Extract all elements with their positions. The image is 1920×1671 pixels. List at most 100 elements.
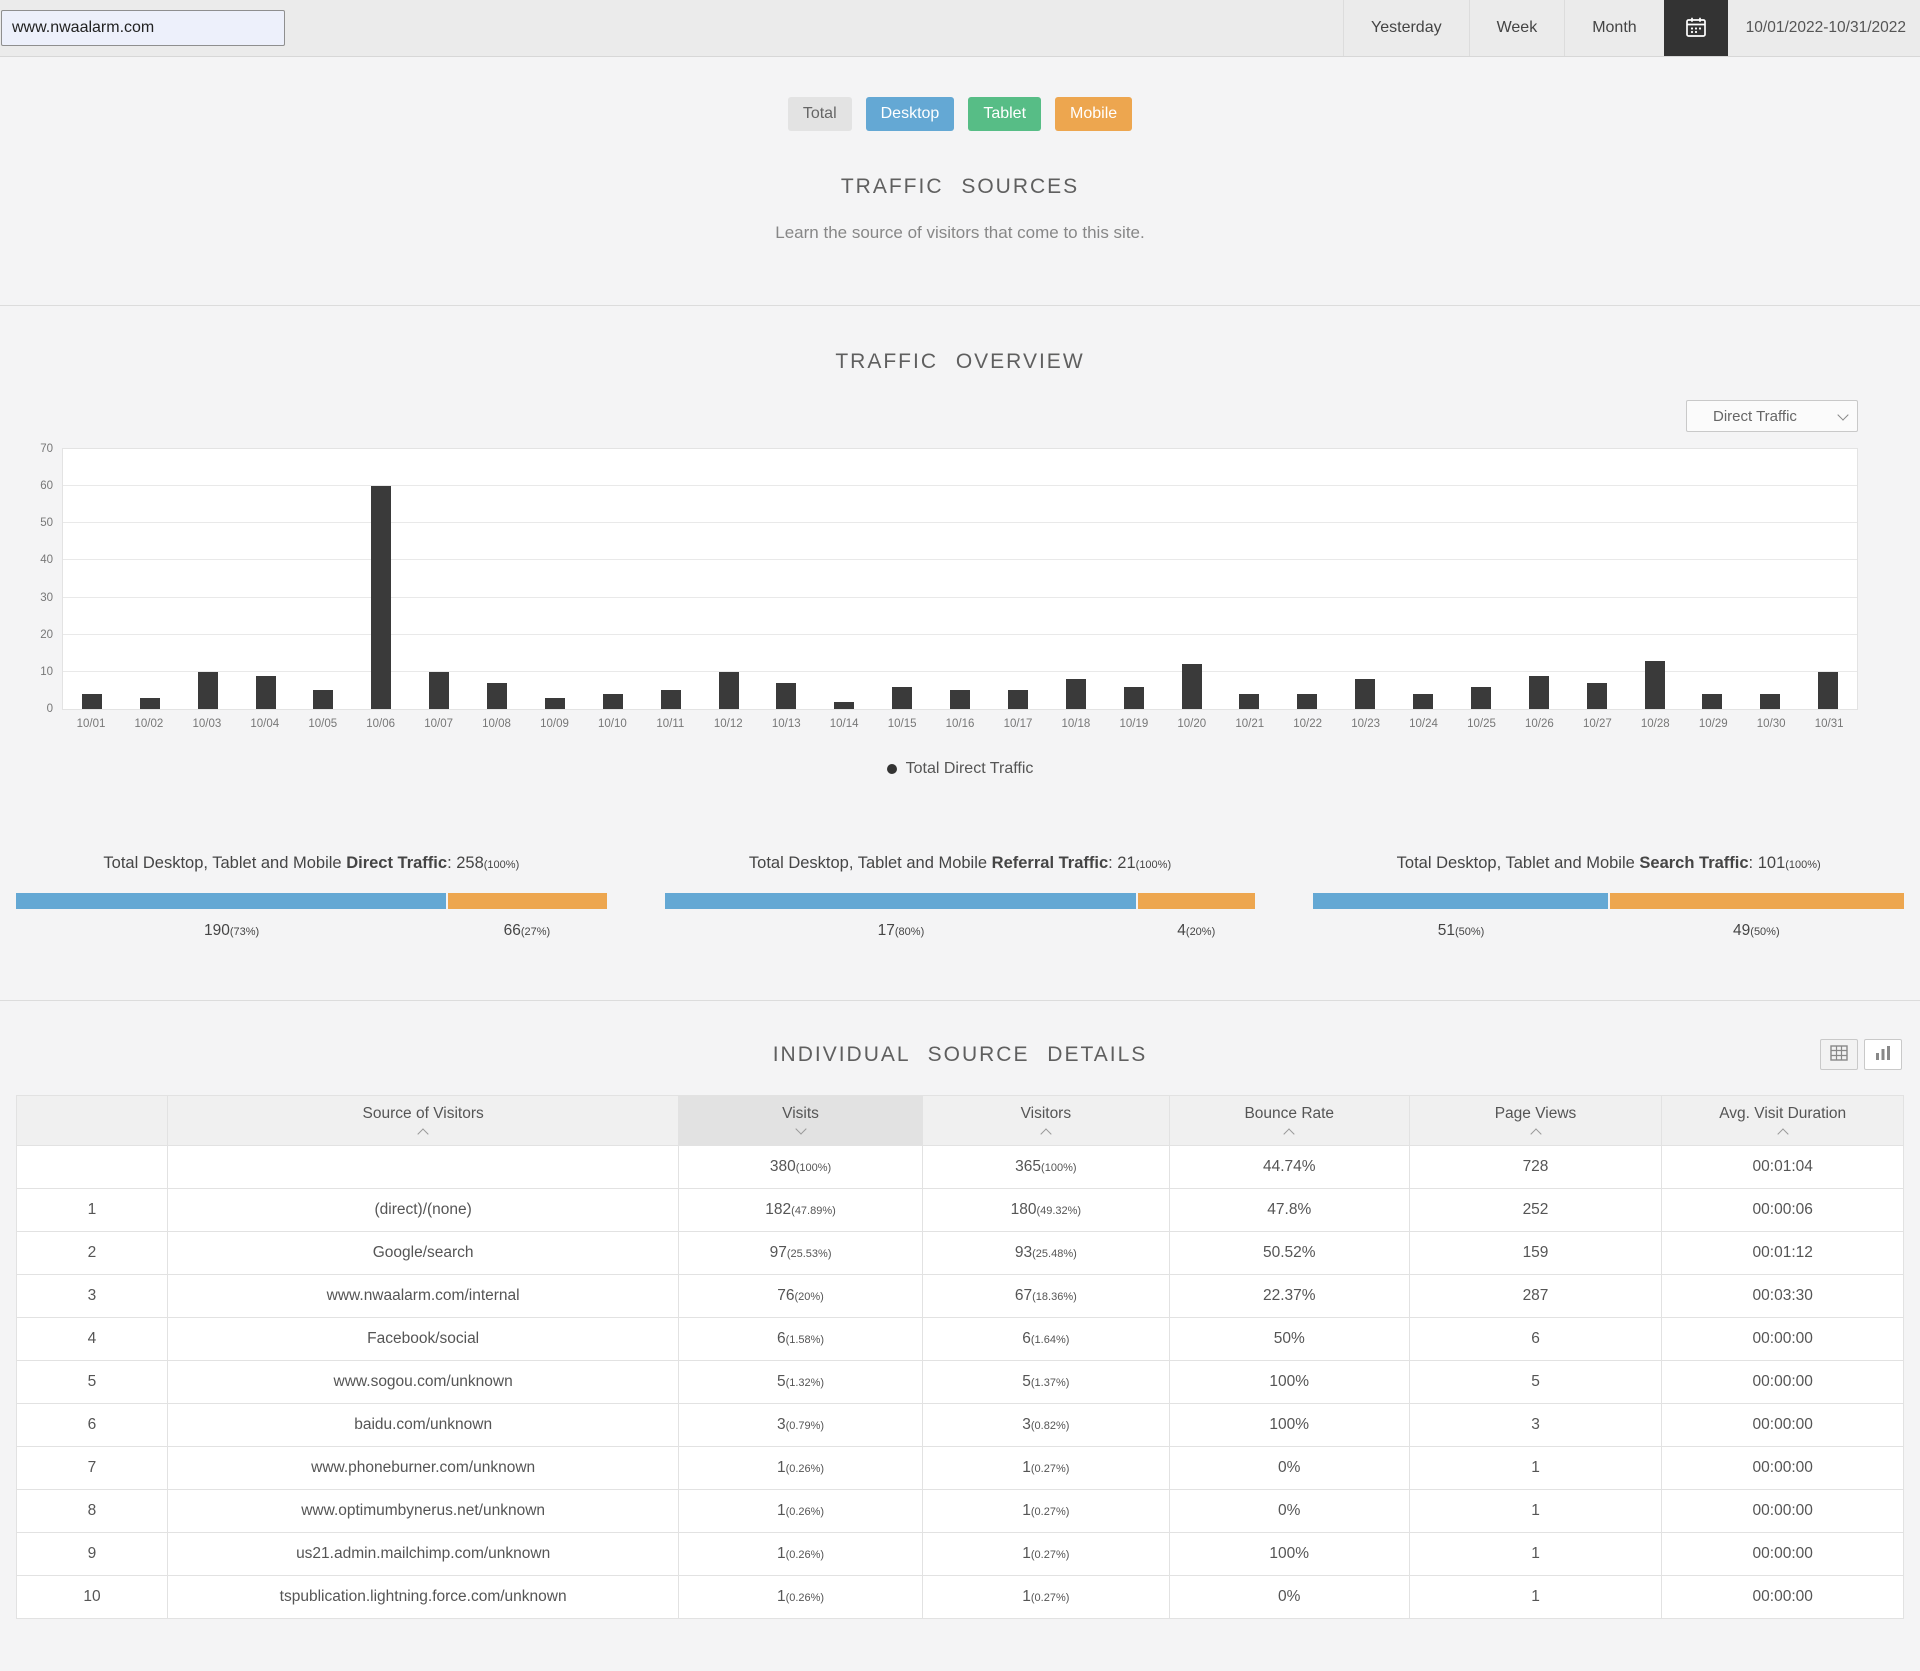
x-tick-label: 10/15 xyxy=(887,718,917,730)
cell: 182(47.89%) xyxy=(678,1188,923,1232)
source-details-section: INDIVIDUAL SOURCE DETAILS xyxy=(0,1001,1920,1619)
chart-bar xyxy=(1163,449,1221,709)
sort-up-icon xyxy=(1529,1128,1542,1140)
traffic-sources-header-section: Total Desktop Tablet Mobile TRAFFIC SOUR… xyxy=(0,57,1920,306)
tab-tablet[interactable]: Tablet xyxy=(968,97,1042,131)
chart-bar xyxy=(1568,449,1626,709)
cell: 00:00:00 xyxy=(1661,1446,1904,1490)
col-header-label: Visitors xyxy=(1020,1105,1072,1122)
col-header-source-of-visitors[interactable]: Source of Visitors xyxy=(166,1095,680,1146)
chart-bar xyxy=(700,449,758,709)
traffic-type-dropdown[interactable]: Direct Traffic xyxy=(1686,400,1858,432)
chart-bar xyxy=(1047,449,1105,709)
cell: 1(0.26%) xyxy=(678,1532,923,1576)
x-tick-label: 10/27 xyxy=(1582,718,1612,730)
cell: 3(0.82%) xyxy=(921,1403,1170,1447)
x-tick-label: 10/24 xyxy=(1409,718,1438,730)
cell: 1(0.26%) xyxy=(678,1575,923,1619)
traffic-split-labels: 51(50%) 49(50%) xyxy=(1313,922,1904,940)
x-tick-label: 10/03 xyxy=(192,718,222,730)
summary-cell: 380(100%) xyxy=(678,1145,923,1189)
summary-cell xyxy=(16,1145,168,1189)
traffic-split-bar xyxy=(664,893,1256,909)
range-month-button[interactable]: Month xyxy=(1564,0,1663,56)
chart-bar xyxy=(989,449,1047,709)
cell: 0% xyxy=(1168,1575,1410,1619)
chart-bar xyxy=(179,449,237,709)
chart-bar xyxy=(1278,449,1336,709)
row-index: 2 xyxy=(16,1231,168,1275)
chart-bar xyxy=(642,449,700,709)
x-tick-label: 10/13 xyxy=(771,718,801,730)
x-tick-label: 10/05 xyxy=(308,718,338,730)
summary-cell: 00:01:04 xyxy=(1661,1145,1904,1189)
col-header-page-views[interactable]: Page Views xyxy=(1408,1095,1663,1146)
chart-bar xyxy=(63,449,121,709)
details-table: Source of Visitors Visits Visitors Bounce R… xyxy=(16,1095,1904,1619)
x-tick-label: 10/25 xyxy=(1467,718,1496,730)
tab-total[interactable]: Total xyxy=(787,97,852,131)
traffic-segment xyxy=(16,893,446,909)
gridline xyxy=(63,670,1857,672)
chart-bar xyxy=(931,449,989,709)
cell: 50.52% xyxy=(1168,1231,1410,1275)
table-view-button[interactable] xyxy=(1820,1039,1858,1070)
chart-bar xyxy=(237,449,295,709)
cell: 159 xyxy=(1408,1231,1663,1275)
traffic-type-dropdown-value: Direct Traffic xyxy=(1713,407,1797,425)
cell: 00:00:00 xyxy=(1661,1532,1904,1576)
cell: www.sogou.com/unknown xyxy=(166,1360,680,1404)
x-tick-label: 10/09 xyxy=(540,718,569,730)
cell: 50% xyxy=(1168,1317,1410,1361)
y-tick-label: 10 xyxy=(40,665,53,678)
traffic-segment-label: 49(50%) xyxy=(1733,922,1780,939)
tab-mobile[interactable]: Mobile xyxy=(1055,97,1133,131)
y-tick-label: 50 xyxy=(40,517,53,530)
x-axis: 10/01 10/02 10/03 10/04 10/05 10/06 10/07 10/08… xyxy=(62,718,1858,730)
cell: 00:00:00 xyxy=(1661,1317,1904,1361)
cell: 0% xyxy=(1168,1489,1410,1533)
chart-bar xyxy=(352,449,410,709)
y-axis: 0 10 20 30 40 50 60 70 xyxy=(21,443,57,715)
cell: 1(0.27%) xyxy=(921,1575,1170,1619)
chevron-down-icon xyxy=(1837,408,1849,421)
cell: 1 xyxy=(1408,1446,1663,1490)
y-tick-label: 40 xyxy=(40,554,53,567)
x-tick-label: 10/01 xyxy=(76,718,106,730)
cell: Google/search xyxy=(166,1231,680,1275)
traffic-segment xyxy=(1609,893,1904,909)
traffic-overview-section: TRAFFIC OVERVIEW Direct Traffic 0 10 20 30 4… xyxy=(0,306,1920,1001)
chart-bar xyxy=(1336,449,1394,709)
site-url-input[interactable] xyxy=(1,10,285,46)
calendar-button[interactable] xyxy=(1663,0,1728,56)
traffic-total-group: Total Desktop, Tablet and Mobile Direct … xyxy=(16,854,607,940)
traffic-total-group: Total Desktop, Tablet and Mobile Referra… xyxy=(664,854,1256,940)
table-row: 3 www.nwaalarm.com/internal 76(20%) 67(18.3… xyxy=(16,1274,1904,1318)
col-header-avg-visit-duration[interactable]: Avg. Visit Duration xyxy=(1661,1095,1904,1146)
col-header-bounce-rate[interactable]: Bounce Rate xyxy=(1168,1095,1410,1146)
x-tick-label: 10/11 xyxy=(656,718,685,730)
range-week-button[interactable]: Week xyxy=(1468,0,1565,56)
legend-label: Total Direct Traffic xyxy=(905,760,1034,777)
traffic-segment xyxy=(1137,893,1256,909)
cell: 6(1.58%) xyxy=(678,1317,923,1361)
sort-up-icon xyxy=(1777,1128,1789,1140)
summary-cell xyxy=(166,1145,680,1189)
chart-view-button[interactable] xyxy=(1864,1039,1902,1070)
gridline xyxy=(63,485,1857,487)
traffic-segment-label: 66(27%) xyxy=(503,922,551,939)
cell: 97(25.53%) xyxy=(678,1231,923,1275)
tab-desktop[interactable]: Desktop xyxy=(865,97,955,131)
summary-row: 380(100%) 365(100%) 44.74% 728 00:01:04 xyxy=(16,1145,1904,1189)
cell: www.phoneburner.com/unknown xyxy=(166,1446,680,1490)
chart-bar xyxy=(468,449,526,709)
table-row: 8 www.optimumbynerus.net/unknown 1(0.26%) 1… xyxy=(16,1489,1904,1533)
col-header-visits[interactable]: Visits xyxy=(678,1095,923,1146)
source-details-title: INDIVIDUAL SOURCE DETAILS xyxy=(772,1043,1148,1066)
col-header-visitors[interactable]: Visitors xyxy=(921,1095,1170,1146)
range-yesterday-button[interactable]: Yesterday xyxy=(1343,0,1469,56)
table-row: 4 Facebook/social 6(1.58%) 6(1.64%) 50% 6 00:0… xyxy=(16,1317,1904,1361)
date-range-label: 10/01/2022-10/31/2022 xyxy=(1745,19,1906,36)
table-row: 5 www.sogou.com/unknown 5(1.32%) 5(1.37%) 10… xyxy=(16,1360,1904,1404)
gridline xyxy=(63,559,1857,561)
